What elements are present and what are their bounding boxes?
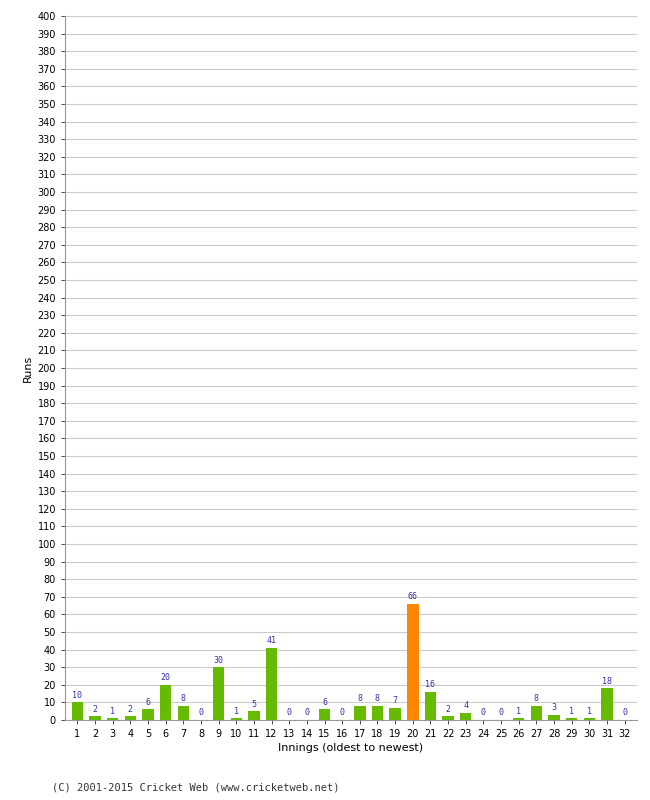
Text: 30: 30 [214, 655, 224, 665]
Text: 1: 1 [234, 706, 239, 715]
Text: 0: 0 [622, 708, 627, 718]
Text: 8: 8 [375, 694, 380, 703]
Text: 0: 0 [499, 708, 504, 718]
Bar [389, 708, 401, 720]
Bar [584, 718, 595, 720]
Bar [354, 706, 365, 720]
Bar [142, 710, 153, 720]
Bar [513, 718, 525, 720]
Y-axis label: Runs: Runs [23, 354, 33, 382]
Text: 0: 0 [481, 708, 486, 718]
Text: 1: 1 [110, 706, 115, 715]
Text: 0: 0 [287, 708, 292, 718]
Text: 0: 0 [304, 708, 309, 718]
Text: 1: 1 [516, 706, 521, 715]
Bar [266, 648, 278, 720]
Bar [566, 718, 577, 720]
Bar [107, 718, 118, 720]
Text: 2: 2 [128, 705, 133, 714]
Text: 20: 20 [161, 673, 171, 682]
Bar [372, 706, 383, 720]
Text: 5: 5 [252, 699, 256, 709]
X-axis label: Innings (oldest to newest): Innings (oldest to newest) [278, 743, 424, 753]
Bar [89, 717, 101, 720]
Bar [248, 711, 259, 720]
Bar [177, 706, 189, 720]
Bar [601, 688, 613, 720]
Text: 8: 8 [358, 694, 362, 703]
Text: 0: 0 [198, 708, 203, 718]
Text: 18: 18 [602, 677, 612, 686]
Text: 1: 1 [587, 706, 592, 715]
Bar [213, 667, 224, 720]
Bar [231, 718, 242, 720]
Text: 3: 3 [551, 703, 556, 712]
Bar [318, 710, 330, 720]
Bar [160, 685, 172, 720]
Text: 6: 6 [146, 698, 151, 707]
Text: 66: 66 [408, 592, 418, 602]
Text: 4: 4 [463, 702, 468, 710]
Text: 41: 41 [266, 636, 276, 645]
Bar [424, 692, 436, 720]
Text: 1: 1 [569, 706, 574, 715]
Bar [125, 717, 136, 720]
Bar [460, 713, 471, 720]
Bar [72, 702, 83, 720]
Text: 8: 8 [534, 694, 539, 703]
Text: 2: 2 [446, 705, 450, 714]
Bar [407, 604, 419, 720]
Text: 2: 2 [92, 705, 98, 714]
Bar [443, 717, 454, 720]
Text: 7: 7 [393, 696, 398, 705]
Text: 0: 0 [340, 708, 344, 718]
Text: 6: 6 [322, 698, 327, 707]
Bar [549, 714, 560, 720]
Bar [530, 706, 542, 720]
Text: 10: 10 [72, 690, 83, 700]
Text: 16: 16 [426, 680, 436, 689]
Text: (C) 2001-2015 Cricket Web (www.cricketweb.net): (C) 2001-2015 Cricket Web (www.cricketwe… [52, 782, 339, 792]
Text: 8: 8 [181, 694, 186, 703]
